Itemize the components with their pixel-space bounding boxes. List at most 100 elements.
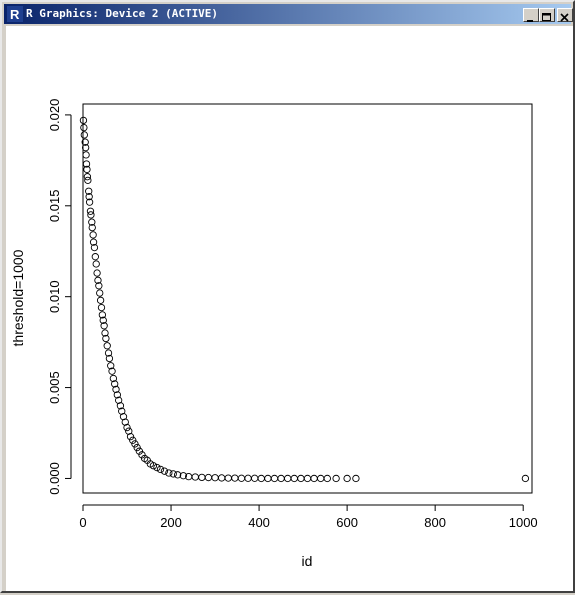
data-point — [323, 474, 331, 483]
data-point — [211, 474, 219, 482]
data-point — [81, 143, 90, 152]
data-point — [79, 116, 88, 125]
data-point — [169, 470, 177, 478]
data-point — [85, 198, 94, 206]
data-point — [160, 467, 169, 475]
x-tick-label: 1000 — [509, 515, 538, 530]
data-point — [94, 276, 102, 284]
data-point — [82, 151, 90, 159]
data-point — [126, 432, 135, 441]
data-point — [125, 427, 133, 435]
close-button[interactable] — [557, 8, 573, 22]
data-point — [88, 223, 96, 232]
data-point — [165, 469, 173, 477]
maximize-button[interactable] — [539, 8, 555, 22]
data-point — [80, 123, 88, 132]
data-point — [109, 374, 118, 383]
data-point — [149, 462, 158, 470]
data-point — [92, 260, 100, 268]
data-point — [198, 473, 206, 482]
data-point — [91, 253, 99, 261]
data-point — [96, 289, 104, 297]
y-tick-label: 0.000 — [47, 462, 62, 495]
data-point — [86, 207, 95, 215]
data-point — [96, 296, 105, 304]
data-point — [87, 211, 95, 219]
data-point — [83, 173, 92, 181]
data-point — [118, 407, 126, 415]
y-tick-label: 0.010 — [47, 280, 62, 313]
x-tick-label: 0 — [79, 515, 86, 530]
data-point — [343, 474, 351, 483]
data-point — [123, 423, 131, 432]
data-point — [179, 472, 188, 480]
window-title: R Graphics: Device 2 (ACTIVE) — [26, 7, 219, 20]
data-point — [131, 440, 139, 448]
data-point — [81, 138, 89, 146]
data-point — [303, 474, 312, 483]
data-point — [297, 474, 305, 483]
data-point — [138, 451, 146, 459]
data-point — [89, 238, 98, 246]
data-point — [90, 243, 99, 252]
title-bar[interactable]: R R Graphics: Device 2 (ACTIVE) — [4, 4, 573, 24]
data-points — [79, 116, 530, 483]
data-point — [277, 474, 285, 483]
y-tick-label: 0.005 — [47, 371, 62, 404]
x-axis: 0 200 400 600 800 1000 — [79, 504, 538, 530]
data-point — [82, 160, 91, 168]
data-point — [84, 176, 92, 184]
data-point — [113, 391, 121, 399]
data-point — [85, 193, 93, 201]
data-point — [231, 474, 239, 482]
data-point — [108, 367, 116, 375]
data-point — [218, 474, 226, 482]
scatter-plot: 0 200 400 600 800 1000 0.000 0.005 0.010 0.015 0.… — [10, 99, 538, 569]
data-point — [107, 362, 115, 370]
data-point — [270, 474, 279, 483]
data-point — [317, 474, 325, 483]
x-tick-label: 600 — [336, 515, 358, 530]
minimize-button[interactable] — [523, 8, 539, 22]
data-point — [352, 474, 360, 483]
data-point — [89, 231, 97, 239]
plot-canvas: 0 200 400 600 800 1000 0.000 0.005 0.010 0.015 0.… — [6, 26, 573, 591]
y-tick-label: 0.020 — [47, 99, 62, 132]
plot-frame — [82, 103, 533, 494]
data-point — [104, 349, 113, 357]
close-icon — [560, 13, 569, 22]
data-point — [224, 474, 232, 482]
x-tick-label: 800 — [424, 515, 446, 530]
data-point — [93, 269, 101, 277]
data-point — [237, 474, 246, 482]
maximize-icon — [542, 13, 551, 21]
data-point — [101, 329, 109, 337]
data-point — [99, 316, 107, 324]
data-point — [257, 474, 265, 483]
data-point — [284, 474, 292, 483]
data-point — [135, 447, 143, 455]
data-point — [251, 474, 259, 482]
data-point — [119, 413, 128, 421]
data-point — [121, 418, 129, 426]
data-point — [80, 131, 88, 139]
data-point — [133, 443, 141, 452]
data-point — [105, 354, 114, 363]
data-point — [83, 165, 91, 174]
data-point — [521, 474, 530, 483]
data-point — [112, 385, 120, 394]
x-tick-label: 400 — [248, 515, 270, 530]
data-point — [129, 436, 137, 444]
data-point — [264, 474, 272, 483]
data-point — [332, 474, 340, 483]
y-axis-label: threshold=1000 — [10, 249, 26, 346]
data-point — [88, 218, 96, 226]
x-tick-label: 200 — [160, 515, 182, 530]
minimize-icon — [527, 20, 533, 22]
data-point — [310, 474, 318, 483]
data-point — [244, 474, 252, 482]
y-tick-label: 0.015 — [47, 190, 62, 223]
data-point — [111, 380, 119, 388]
data-point — [102, 334, 110, 343]
